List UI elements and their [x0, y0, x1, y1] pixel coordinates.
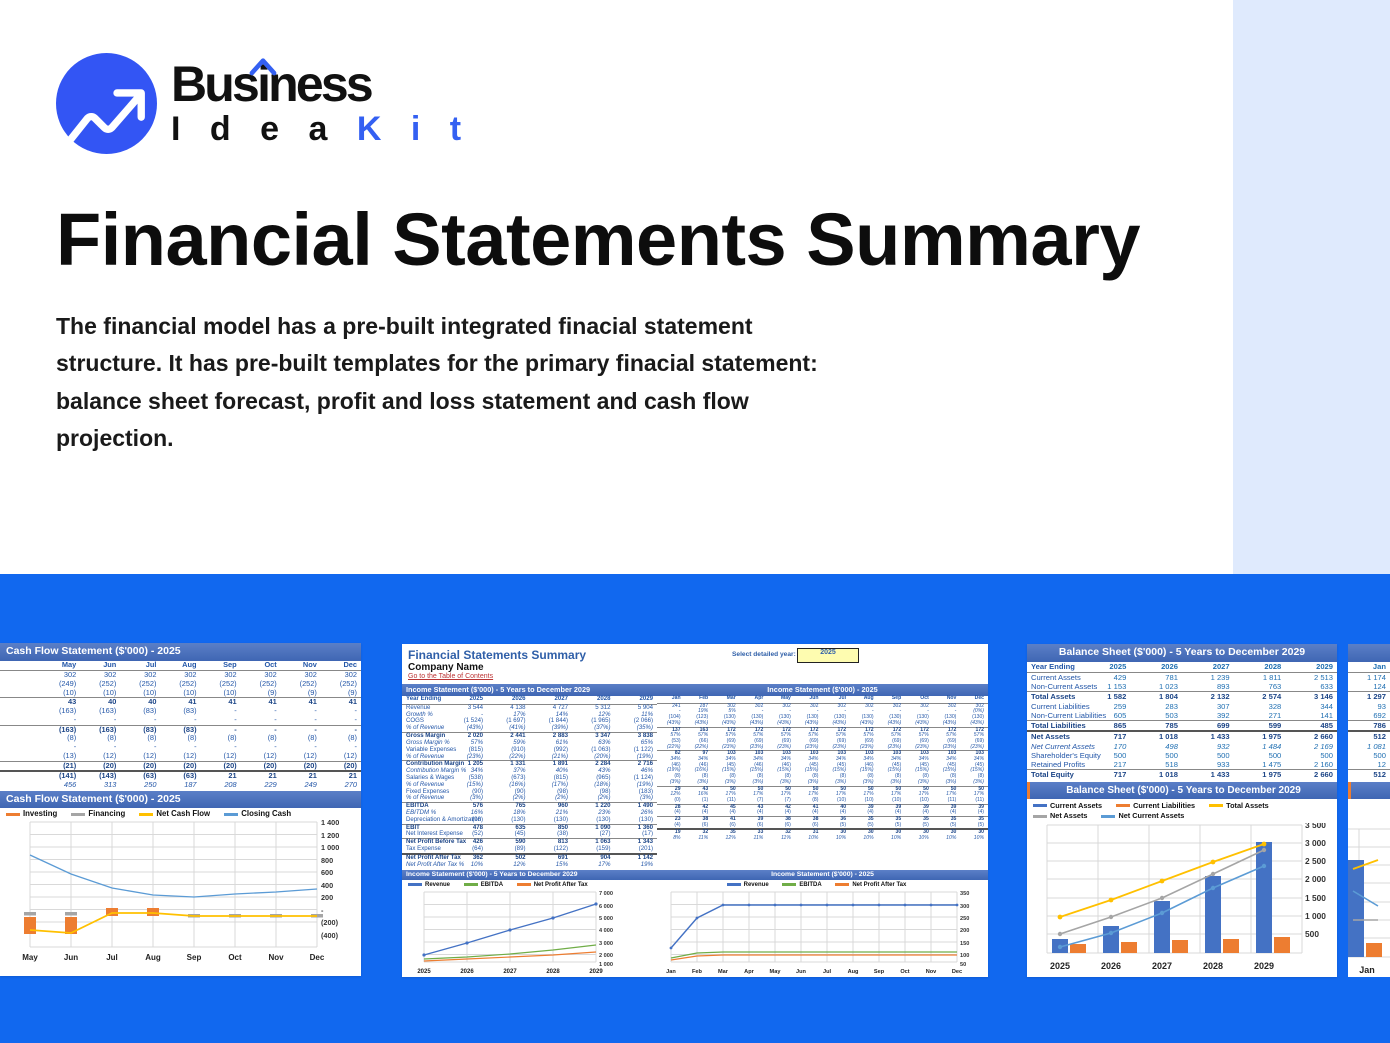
svg-text:6 000: 6 000 [599, 904, 613, 910]
svg-text:2 500: 2 500 [1305, 856, 1326, 866]
svg-text:350: 350 [960, 891, 969, 897]
svg-text:2025: 2025 [417, 969, 431, 975]
svg-text:3 000: 3 000 [599, 941, 613, 947]
svg-text:600: 600 [321, 868, 333, 877]
svg-text:1 500: 1 500 [1305, 893, 1326, 903]
svg-text:Jul: Jul [106, 953, 118, 962]
svg-text:2027: 2027 [1152, 961, 1172, 971]
svg-text:2025: 2025 [1050, 961, 1070, 971]
svg-text:50: 50 [960, 962, 966, 968]
svg-text:Dec: Dec [952, 969, 962, 975]
svg-text:2026: 2026 [460, 969, 474, 975]
svg-text:Apr: Apr [744, 969, 754, 975]
svg-text:(400): (400) [321, 931, 339, 940]
svg-text:Nov: Nov [926, 969, 937, 975]
svg-text:2 000: 2 000 [1305, 874, 1326, 884]
svg-text:2026: 2026 [1101, 961, 1121, 971]
svg-text:May: May [770, 969, 782, 975]
svg-text:4 000: 4 000 [599, 928, 613, 934]
svg-text:7 000: 7 000 [599, 891, 613, 897]
svg-text:Jun: Jun [796, 969, 807, 975]
svg-text:1 000: 1 000 [599, 962, 613, 968]
svg-text:Aug: Aug [848, 969, 859, 975]
svg-text:2028: 2028 [1203, 961, 1223, 971]
svg-text:200: 200 [321, 893, 333, 902]
svg-text:Nov: Nov [268, 953, 284, 962]
svg-text:Jan: Jan [1359, 965, 1375, 975]
svg-text:2029: 2029 [589, 969, 603, 975]
svg-text:2028: 2028 [546, 969, 560, 975]
svg-text:150: 150 [960, 941, 969, 947]
svg-text:Dec: Dec [310, 953, 325, 962]
svg-text:Oct: Oct [900, 969, 909, 975]
svg-text:Aug: Aug [145, 953, 161, 962]
svg-text:1 400: 1 400 [321, 820, 339, 827]
svg-text:Oct: Oct [228, 953, 242, 962]
svg-text:Feb: Feb [692, 969, 703, 975]
svg-text:500: 500 [1305, 929, 1319, 939]
svg-text:May: May [22, 953, 38, 962]
svg-text:Mar: Mar [718, 969, 729, 975]
svg-text:3 000: 3 000 [1305, 838, 1326, 848]
svg-text:100: 100 [960, 953, 969, 959]
svg-text:Sep: Sep [187, 953, 202, 962]
svg-text:5 000: 5 000 [599, 916, 613, 922]
svg-text:1 000: 1 000 [321, 843, 339, 852]
svg-text:300: 300 [960, 904, 969, 910]
svg-text:Jul: Jul [823, 969, 832, 975]
svg-text:Sep: Sep [874, 969, 885, 975]
svg-text:250: 250 [960, 916, 969, 922]
svg-text:200: 200 [960, 928, 969, 934]
svg-text:400: 400 [321, 881, 333, 890]
svg-text:2027: 2027 [503, 969, 517, 975]
svg-text:1 200: 1 200 [321, 831, 339, 840]
svg-text:800: 800 [321, 856, 333, 865]
svg-text:Jan: Jan [666, 969, 676, 975]
svg-text:1 000: 1 000 [1305, 911, 1326, 921]
svg-text:3 500: 3 500 [1305, 823, 1326, 830]
svg-text:2 000: 2 000 [599, 953, 613, 959]
svg-text:(200): (200) [321, 918, 339, 927]
svg-text:-: - [321, 906, 324, 915]
svg-text:2029: 2029 [1254, 961, 1274, 971]
svg-text:Jun: Jun [64, 953, 78, 962]
